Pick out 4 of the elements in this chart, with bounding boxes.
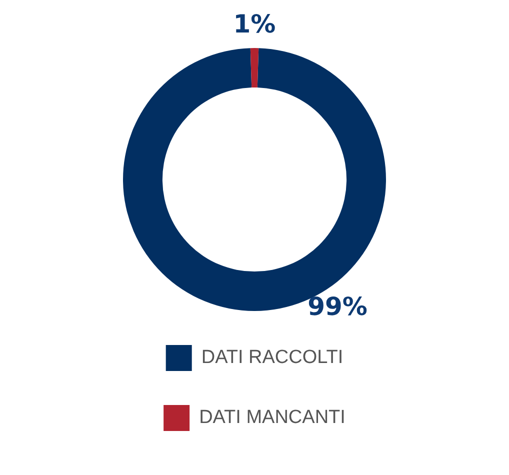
legend-label: DATI MANCANTI bbox=[199, 407, 346, 428]
data-label: 1% bbox=[233, 10, 276, 38]
data-label: 99% bbox=[308, 292, 368, 322]
legend-label: DATI RACCOLTI bbox=[201, 347, 344, 368]
